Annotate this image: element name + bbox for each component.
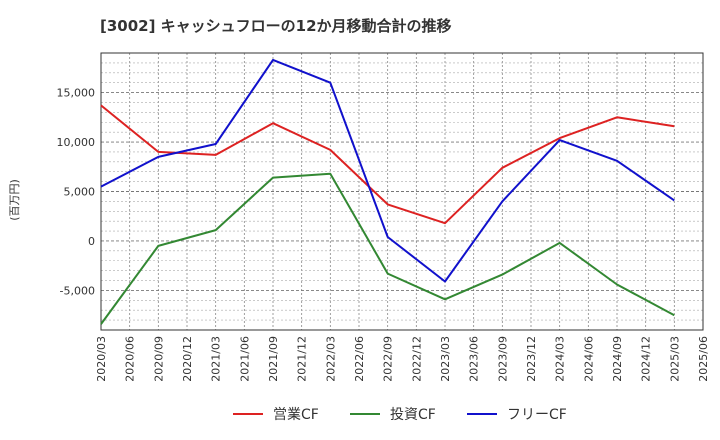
x-tick-label: 2023/09 — [496, 336, 509, 382]
x-tick-label: 2022/06 — [353, 336, 366, 382]
chart-title: [3002] キャッシュフローの12か月移動合計の推移 — [100, 17, 452, 35]
y-tick-label: -5,000 — [60, 284, 95, 297]
x-tick-label: 2024/06 — [582, 336, 595, 382]
x-tick-label: 2020/06 — [124, 336, 137, 382]
legend-label: 営業CF — [273, 407, 319, 423]
x-tick-label: 2020/03 — [95, 336, 108, 382]
x-tick-label: 2025/06 — [697, 336, 710, 382]
y-tick-label: 15,000 — [57, 87, 96, 100]
x-tick-label: 2023/06 — [468, 336, 481, 382]
legend-label: フリーCF — [507, 407, 567, 423]
x-tick-label: 2024/03 — [554, 336, 567, 382]
x-tick-label: 2020/12 — [181, 336, 194, 382]
x-tick-label: 2022/03 — [324, 336, 337, 382]
x-tick-label: 2023/03 — [439, 336, 452, 382]
legend: 営業CF 投資CF フリーCF — [233, 407, 567, 423]
x-tick-label: 2022/12 — [410, 336, 423, 382]
x-tick-label: 2020/09 — [152, 336, 165, 382]
series-lines — [100, 58, 675, 325]
x-tick-label: 2024/09 — [611, 336, 624, 382]
y-tick-label: 10,000 — [57, 136, 96, 149]
plot-area-frame — [100, 52, 704, 331]
x-tick-labels: 2020/03 2020/06 2020/09 2020/12 2021/03 2021/… — [95, 336, 710, 382]
x-tick-label: 2022/09 — [382, 336, 395, 382]
x-tick-label: 2021/09 — [267, 336, 280, 382]
series-line-フリーCF — [100, 58, 675, 283]
y-tick-labels: -5,000 0 5,000 10,000 15,000 — [57, 87, 96, 298]
gridlines — [101, 52, 703, 331]
x-tick-label: 2021/03 — [210, 336, 223, 382]
series-line-投資CF — [100, 172, 675, 325]
series-line-営業CF — [100, 104, 675, 225]
legend-label: 投資CF — [390, 407, 436, 423]
y-tick-label: 5,000 — [64, 186, 96, 199]
x-tick-label: 2021/06 — [238, 336, 251, 382]
y-tick-label: 0 — [88, 235, 95, 248]
x-tick-label: 2024/12 — [640, 336, 653, 382]
x-tick-label: 2025/03 — [668, 336, 681, 382]
y-axis-label: (百万円) — [8, 179, 21, 221]
x-tick-label: 2023/12 — [525, 336, 538, 382]
x-tick-label: 2021/12 — [296, 336, 309, 382]
